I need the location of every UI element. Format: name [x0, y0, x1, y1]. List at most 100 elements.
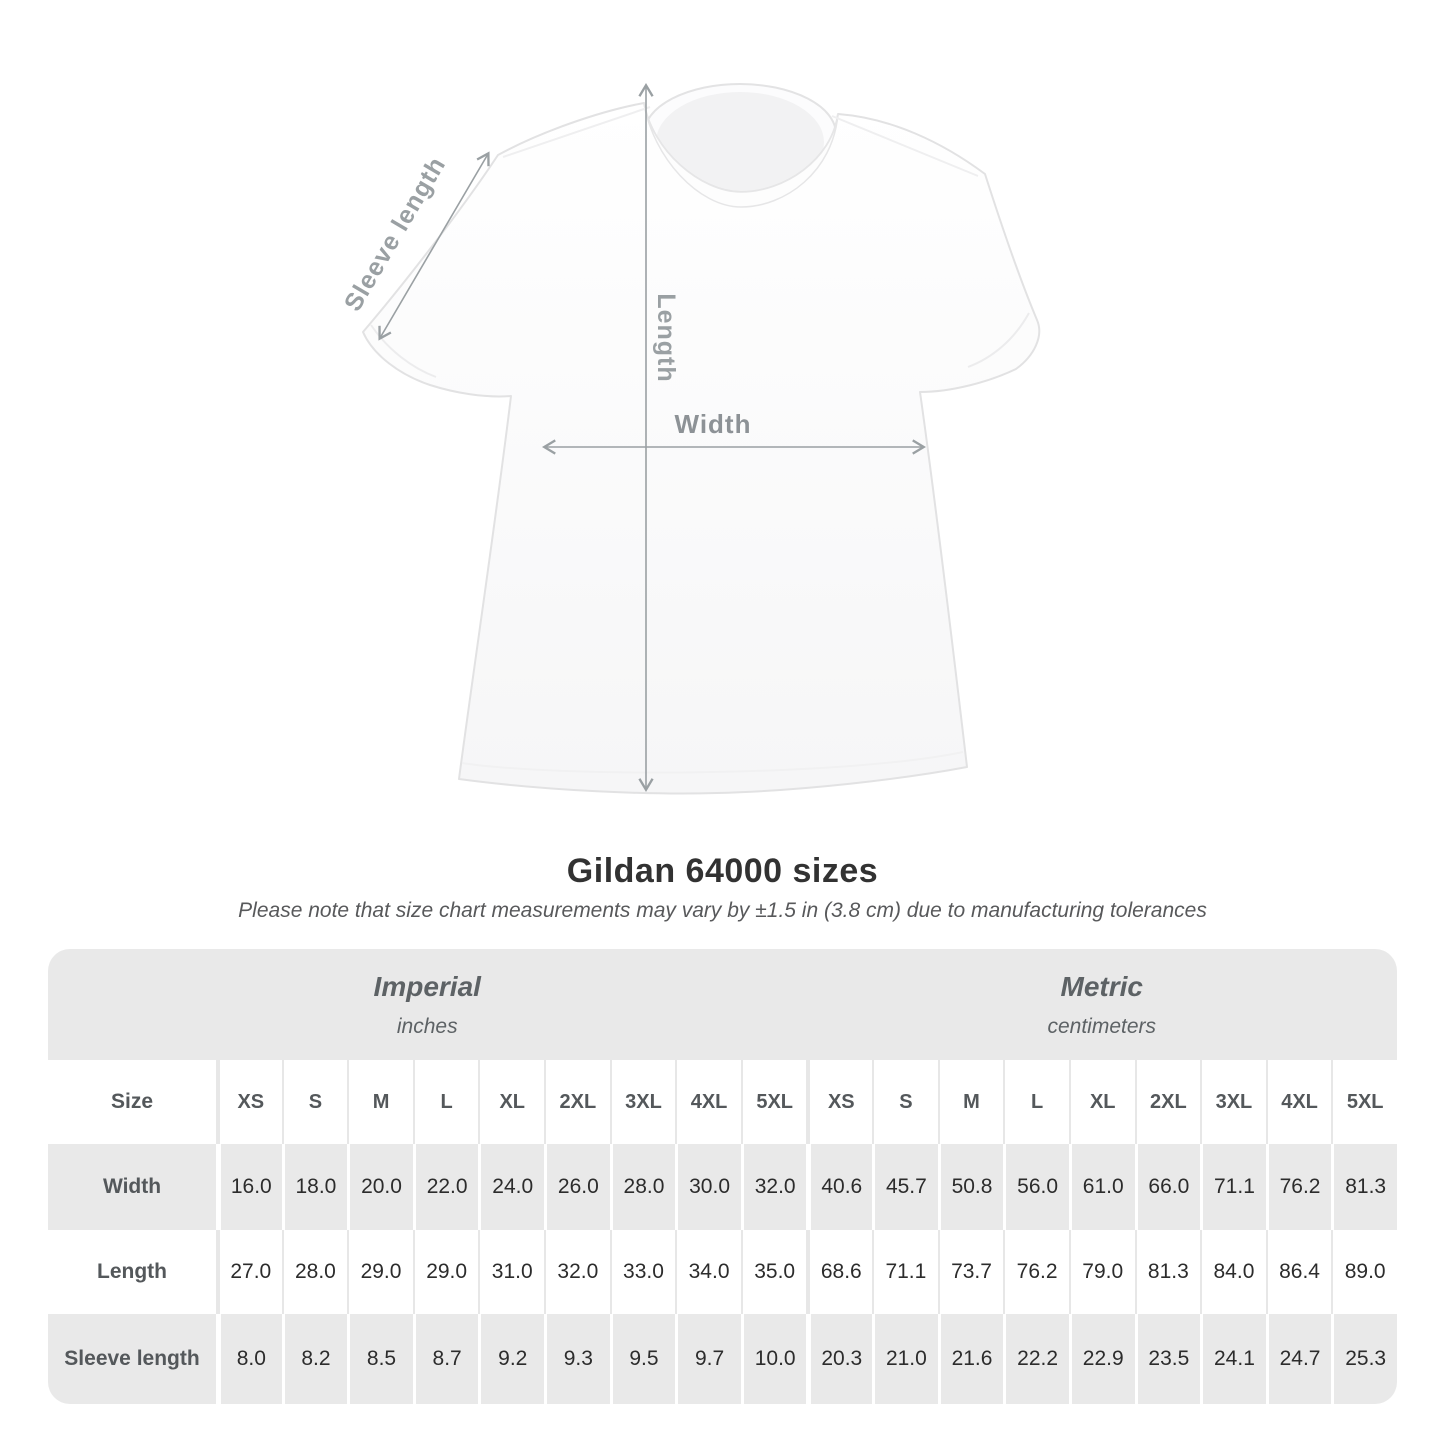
- cell: 20.3: [806, 1314, 873, 1404]
- tshirt-measurement-diagram: Sleeve length Length Width: [339, 82, 1041, 795]
- cell: 86.4: [1265, 1230, 1332, 1314]
- cell: 56.0: [1003, 1144, 1069, 1230]
- size-col-header: XS: [806, 1060, 873, 1144]
- cell: 22.0: [412, 1144, 479, 1230]
- tshirt-body: [362, 102, 1041, 795]
- tolerance-note: Please note that size chart measurements…: [238, 899, 1207, 922]
- imperial-unit: inches: [396, 1014, 458, 1038]
- row-label: Width: [48, 1144, 216, 1230]
- size-col-header: 5XL: [740, 1060, 807, 1144]
- row-label: Length: [48, 1230, 216, 1314]
- cell: 32.0: [740, 1144, 807, 1230]
- cell: 8.0: [216, 1314, 282, 1404]
- cell: 81.3: [1331, 1144, 1397, 1230]
- cell: 9.5: [609, 1314, 676, 1404]
- cell: 71.1: [872, 1230, 938, 1314]
- sleeve-hem-left: [370, 324, 437, 378]
- sleeve-length-arrow: [378, 151, 490, 341]
- cell: 30.0: [675, 1144, 741, 1230]
- cell: 45.7: [872, 1144, 938, 1230]
- cell: 34.0: [675, 1230, 741, 1314]
- width-row: Width 16.0 18.0 20.0 22.0 24.0 26.0 28.0…: [48, 1144, 1397, 1230]
- size-header: Size: [48, 1060, 216, 1144]
- size-col-header: L: [412, 1060, 479, 1144]
- cell: 24.0: [478, 1144, 545, 1230]
- sleeve-hem-right: [967, 312, 1030, 368]
- cell: 23.5: [1134, 1314, 1201, 1404]
- cell: 10.0: [740, 1314, 807, 1404]
- size-col-header: S: [281, 1060, 348, 1144]
- sleeve-length-row: Sleeve length 8.0 8.2 8.5 8.7 9.2 9.3 9.…: [48, 1314, 1397, 1404]
- size-chart: Imperial inches Metric centimeters Size …: [48, 949, 1397, 1404]
- shoulder-seam-right: [831, 115, 979, 177]
- cell: 9.7: [675, 1314, 741, 1404]
- cell: 8.7: [412, 1314, 479, 1404]
- metric-group-header: Metric centimeters: [806, 949, 1397, 1060]
- row-label: Sleeve length: [48, 1314, 216, 1404]
- width-label: Width: [675, 409, 752, 439]
- cell: 16.0: [216, 1144, 282, 1230]
- size-col-header: M: [347, 1060, 413, 1144]
- size-col-header: 2XL: [1134, 1060, 1201, 1144]
- cell: 21.0: [872, 1314, 938, 1404]
- length-row: Length 27.0 28.0 29.0 29.0 31.0 32.0 33.…: [48, 1230, 1397, 1314]
- cell: 21.6: [937, 1314, 1004, 1404]
- cell: 81.3: [1134, 1230, 1201, 1314]
- cell: 76.2: [1003, 1230, 1069, 1314]
- cell: 28.0: [281, 1230, 348, 1314]
- collar-inner-shadow: [656, 92, 824, 192]
- cell: 89.0: [1331, 1230, 1397, 1314]
- cell: 84.0: [1200, 1230, 1266, 1314]
- cell: 18.0: [281, 1144, 348, 1230]
- cell: 8.2: [281, 1314, 348, 1404]
- size-col-header: XL: [478, 1060, 545, 1144]
- cell: 22.9: [1068, 1314, 1135, 1404]
- collar-band: [643, 102, 839, 208]
- cell: 20.0: [347, 1144, 413, 1230]
- cell: 33.0: [609, 1230, 676, 1314]
- cell: 79.0: [1068, 1230, 1135, 1314]
- cell: 22.2: [1003, 1314, 1069, 1404]
- cell: 35.0: [740, 1230, 807, 1314]
- cell: 68.6: [806, 1230, 873, 1314]
- size-col-header: 4XL: [1265, 1060, 1332, 1144]
- cell: 31.0: [478, 1230, 545, 1314]
- cell: 9.2: [478, 1314, 545, 1404]
- cell: 71.1: [1200, 1144, 1266, 1230]
- metric-label: Metric: [1060, 970, 1143, 1002]
- metric-unit: centimeters: [1047, 1014, 1157, 1038]
- cell: 66.0: [1134, 1144, 1201, 1230]
- cell: 24.7: [1265, 1314, 1332, 1404]
- imperial-group-header: Imperial inches: [48, 949, 807, 1060]
- cell: 26.0: [544, 1144, 610, 1230]
- size-col-header: XL: [1068, 1060, 1135, 1144]
- cell: 76.2: [1265, 1144, 1332, 1230]
- cell: 25.3: [1331, 1314, 1397, 1404]
- size-col-header: M: [937, 1060, 1004, 1144]
- imperial-label: Imperial: [373, 970, 481, 1002]
- bottom-hem-seam: [461, 751, 964, 774]
- size-col-header: L: [1003, 1060, 1069, 1144]
- cell: 28.0: [609, 1144, 676, 1230]
- size-col-header: 4XL: [675, 1060, 741, 1144]
- size-col-header: S: [872, 1060, 938, 1144]
- cell: 50.8: [937, 1144, 1004, 1230]
- measurement-arrows: [378, 82, 927, 793]
- cell: 61.0: [1068, 1144, 1135, 1230]
- cell: 8.5: [347, 1314, 413, 1404]
- unit-header-row: Imperial inches Metric centimeters: [48, 949, 1397, 1060]
- cell: 24.1: [1200, 1314, 1266, 1404]
- cell: 32.0: [544, 1230, 610, 1314]
- size-chart-table: Imperial inches Metric centimeters Size …: [48, 949, 1397, 1404]
- length-label: Length: [652, 293, 680, 382]
- cell: 40.6: [806, 1144, 873, 1230]
- cell: 29.0: [412, 1230, 479, 1314]
- size-header-row: Size XS S M L XL 2XL 3XL 4XL 5XL XS S M …: [48, 1060, 1397, 1144]
- size-col-header: 5XL: [1331, 1060, 1397, 1144]
- size-col-header: XS: [216, 1060, 282, 1144]
- shoulder-seam-left: [502, 106, 651, 158]
- size-col-header: 2XL: [544, 1060, 610, 1144]
- cell: 27.0: [216, 1230, 282, 1314]
- size-col-header: 3XL: [609, 1060, 676, 1144]
- page-title: Gildan 64000 sizes: [566, 852, 879, 890]
